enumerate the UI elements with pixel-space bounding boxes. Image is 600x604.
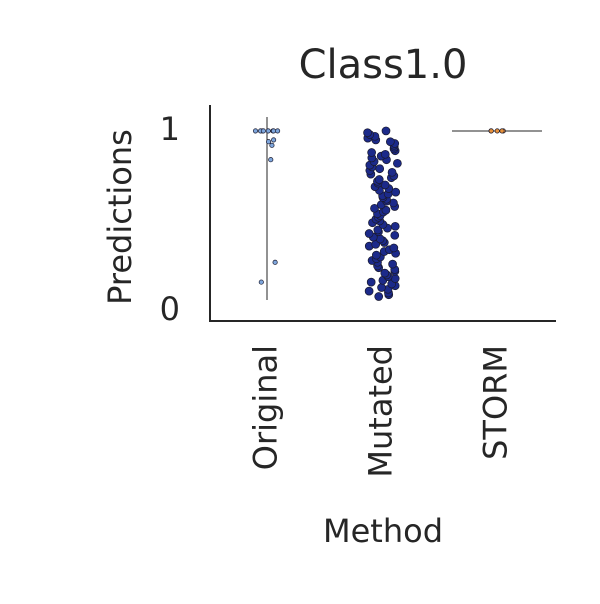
point bbox=[373, 225, 383, 235]
point bbox=[499, 128, 505, 134]
point bbox=[385, 137, 395, 147]
point bbox=[265, 139, 272, 145]
point bbox=[370, 203, 379, 213]
point bbox=[494, 128, 500, 134]
point bbox=[374, 292, 384, 301]
point bbox=[387, 167, 397, 177]
x-tick-label: STORM bbox=[477, 345, 515, 460]
point bbox=[375, 164, 385, 174]
chart-title: Class1.0 bbox=[299, 42, 468, 88]
point bbox=[390, 221, 400, 231]
point bbox=[268, 157, 274, 163]
point bbox=[260, 128, 266, 134]
point bbox=[391, 187, 401, 197]
point bbox=[272, 259, 278, 265]
point bbox=[390, 274, 400, 283]
point bbox=[363, 128, 372, 138]
point bbox=[488, 128, 494, 134]
point bbox=[381, 126, 391, 136]
y-axis-label: Predictions bbox=[101, 129, 139, 305]
point bbox=[364, 286, 374, 296]
point bbox=[367, 148, 376, 157]
x-tick-label: Original bbox=[247, 345, 285, 470]
point bbox=[390, 230, 400, 240]
point bbox=[380, 268, 390, 278]
point bbox=[269, 142, 275, 148]
x-axis-label: Method bbox=[323, 512, 443, 550]
point bbox=[371, 250, 381, 260]
point bbox=[380, 149, 390, 159]
point bbox=[271, 137, 277, 143]
y-tick-label: 0 bbox=[160, 290, 180, 328]
point bbox=[364, 229, 374, 238]
point bbox=[258, 279, 264, 285]
point bbox=[388, 259, 397, 269]
point bbox=[366, 277, 376, 287]
point bbox=[377, 283, 386, 292]
point bbox=[374, 175, 384, 184]
point bbox=[265, 128, 271, 134]
point bbox=[252, 128, 259, 134]
x-tick-label: Mutated bbox=[362, 345, 400, 478]
point bbox=[389, 243, 399, 253]
y-tick-label: 1 bbox=[160, 110, 180, 148]
point bbox=[393, 158, 402, 168]
point bbox=[270, 128, 277, 134]
